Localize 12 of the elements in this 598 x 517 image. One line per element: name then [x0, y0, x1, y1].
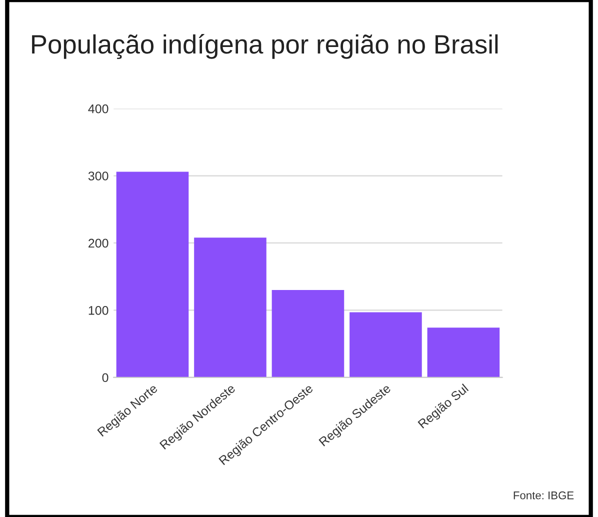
y-tick-label: 100: [88, 306, 108, 315]
bar: [194, 238, 266, 378]
bar: [272, 290, 344, 378]
source-note: Fonte: IBGE: [514, 491, 574, 500]
y-tick-label: 400: [88, 104, 108, 114]
y-tick-label: 200: [88, 238, 108, 248]
bar: [350, 312, 422, 378]
bar: [116, 172, 189, 378]
chart-title: População indígena por região no Brasil: [32, 34, 498, 60]
y-tick-label: 0: [102, 373, 108, 382]
bar: [427, 328, 500, 378]
y-tick-label: 300: [88, 172, 108, 180]
